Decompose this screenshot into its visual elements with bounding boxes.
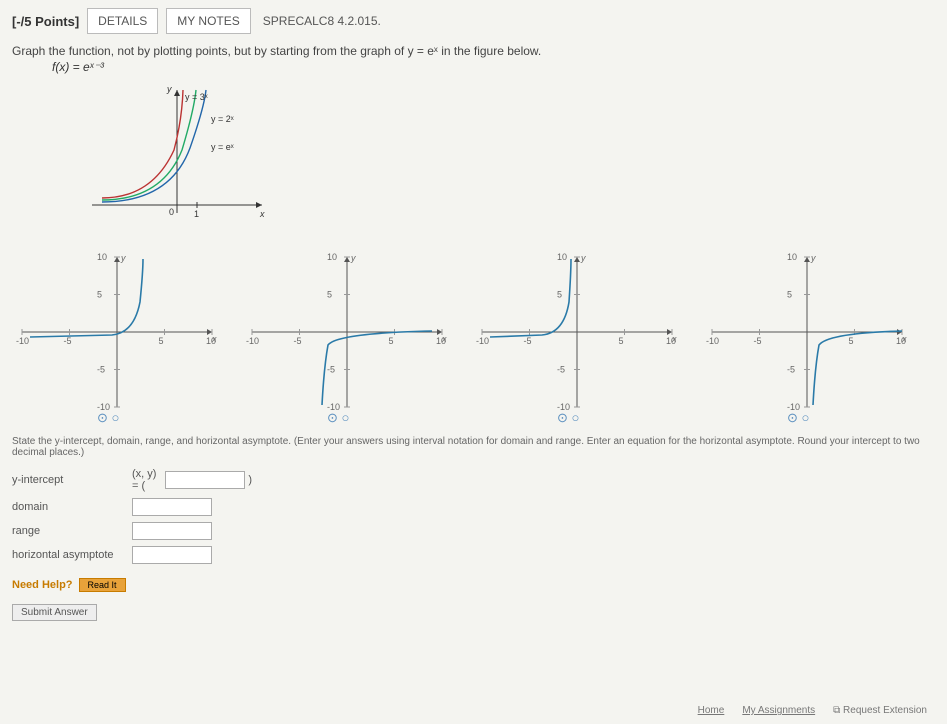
option-radio-3[interactable]: ⊙ ○ [557,410,579,426]
svg-text:-10: -10 [246,336,259,346]
svg-text:5: 5 [619,336,624,346]
footer-extension[interactable]: ⧉ Request Extension [833,705,927,716]
svg-text:5: 5 [97,290,102,300]
svg-text:y = 3ˣ: y = 3ˣ [185,92,208,102]
option-graph-svg: xy-10-5510-10-5510 [472,247,682,417]
svg-text:y: y [810,253,816,263]
svg-text:10: 10 [787,252,797,262]
svg-text:1: 1 [194,209,199,219]
svg-text:-5: -5 [294,336,302,346]
svg-text:5: 5 [327,290,332,300]
svg-text:-10: -10 [476,336,489,346]
function-equation: f(x) = eˣ⁻³ [52,60,935,74]
graph-option-1[interactable]: xy-10-5510-10-5510⊙ ○ [12,247,232,422]
answer-instructions: State the y-intercept, domain, range, an… [12,436,935,458]
svg-text:y: y [350,253,356,263]
svg-text:-5: -5 [327,365,335,375]
svg-text:-10: -10 [706,336,719,346]
textbook-ref: SPRECALC8 4.2.015. [263,14,381,28]
option-graph-svg: xy-10-5510-10-5510 [12,247,222,417]
option-radio-1[interactable]: ⊙ ○ [97,410,119,426]
svg-text:10: 10 [97,252,107,262]
y-intercept-suffix: ) [248,474,252,486]
svg-text:y: y [166,84,172,94]
svg-text:5: 5 [159,336,164,346]
svg-text:10: 10 [896,336,906,346]
svg-text:10: 10 [666,336,676,346]
graph-options-row: xy-10-5510-10-5510⊙ ○xy-10-5510-10-5510⊙… [12,247,935,422]
footer-home-link[interactable]: Home [698,705,725,716]
svg-text:-5: -5 [787,365,795,375]
y-intercept-prefix: (x, y) = ( [132,468,162,492]
reference-graph: 0 1 x y y = 3ˣ y = 2ˣ y = eˣ [82,80,935,235]
svg-text:10: 10 [206,336,216,346]
svg-text:y: y [580,253,586,263]
range-input[interactable] [132,522,212,540]
domain-input[interactable] [132,498,212,516]
svg-text:y = eˣ: y = eˣ [211,142,234,152]
extension-icon: ⧉ [833,705,840,716]
option-graph-svg: xy-10-5510-10-5510 [242,247,452,417]
points-label: [-/5 Points] [12,14,79,29]
graph-option-4[interactable]: xy-10-5510-10-5510⊙ ○ [702,247,922,422]
svg-text:-5: -5 [524,336,532,346]
option-radio-4[interactable]: ⊙ ○ [787,410,809,426]
svg-text:-5: -5 [97,365,105,375]
details-button[interactable]: DETAILS [87,8,158,34]
option-graph-svg: xy-10-5510-10-5510 [702,247,912,417]
reference-graph-svg: 0 1 x y y = 3ˣ y = 2ˣ y = eˣ [82,80,272,230]
y-intercept-input[interactable] [165,471,245,489]
need-help-row: Need Help? Read It [12,578,935,592]
svg-text:-5: -5 [557,365,565,375]
asymptote-input[interactable] [132,546,212,564]
svg-text:0: 0 [169,207,174,217]
footer-assignments-link[interactable]: My Assignments [742,705,815,716]
svg-text:10: 10 [557,252,567,262]
asymptote-label: horizontal asymptote [12,549,132,561]
svg-text:-10: -10 [16,336,29,346]
my-notes-button[interactable]: MY NOTES [166,8,250,34]
svg-text:-5: -5 [754,336,762,346]
answer-grid: y-intercept (x, y) = ( ) domain range ho… [12,468,935,564]
read-it-button[interactable]: Read It [79,578,126,592]
submit-answer-button[interactable]: Submit Answer [12,604,97,621]
svg-text:5: 5 [787,290,792,300]
y-intercept-label: y-intercept [12,474,132,486]
extension-label: Request Extension [843,705,927,716]
svg-text:y = 2ˣ: y = 2ˣ [211,114,234,124]
svg-text:-5: -5 [64,336,72,346]
svg-text:5: 5 [849,336,854,346]
need-help-label: Need Help? [12,579,73,591]
question-prompt: Graph the function, not by plotting poin… [12,44,935,58]
domain-label: domain [12,501,132,513]
question-header: [-/5 Points] DETAILS MY NOTES SPRECALC8 … [12,8,935,34]
svg-text:5: 5 [557,290,562,300]
svg-text:10: 10 [327,252,337,262]
svg-text:5: 5 [389,336,394,346]
graph-option-3[interactable]: xy-10-5510-10-5510⊙ ○ [472,247,692,422]
range-label: range [12,525,132,537]
svg-text:x: x [259,209,265,219]
svg-text:10: 10 [436,336,446,346]
y-intercept-field: (x, y) = ( ) [132,468,252,492]
svg-text:y: y [120,253,126,263]
graph-option-2[interactable]: xy-10-5510-10-5510⊙ ○ [242,247,462,422]
page-footer: Home My Assignments ⧉ Request Extension [698,705,927,716]
option-radio-2[interactable]: ⊙ ○ [327,410,349,426]
